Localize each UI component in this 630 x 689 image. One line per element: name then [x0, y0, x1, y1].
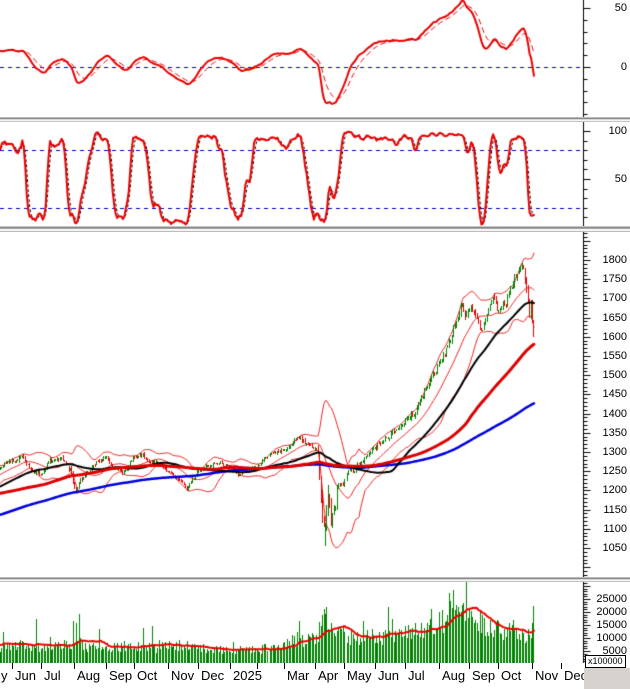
momentum-plot-canvas[interactable]: [0, 0, 630, 117]
x-axis-month-label: Dec: [564, 668, 588, 683]
price-y-tick-label: 1350: [602, 426, 627, 439]
price-y-tick-label: 1500: [602, 369, 627, 382]
momentum-y-tick-label: 50: [614, 2, 627, 14]
price-y-tick-label: 1050: [602, 542, 627, 554]
x-axis-month-label: y: [1, 668, 8, 683]
x-axis-month-label: 2025: [233, 668, 262, 683]
volume-y-tick-label: 25000: [596, 593, 627, 605]
stochastic-y-tick-label: 100: [608, 125, 627, 137]
x-axis-month-label: Jul: [44, 668, 61, 683]
x-axis-month-tick: [257, 663, 258, 669]
x-axis-month-label: Jul: [408, 668, 425, 683]
x-axis-month-tick: [469, 663, 470, 669]
price-y-tick-label: 1150: [603, 503, 627, 516]
x-axis-month-tick: [12, 663, 13, 669]
panel-splitter[interactable]: [0, 577, 630, 582]
x-axis-month-tick: [41, 663, 42, 669]
x-axis-month-tick: [198, 663, 199, 669]
x-axis-month-label: Sep: [109, 668, 133, 683]
x-axis-month-label: Aug: [77, 668, 101, 683]
x-axis-month-tick: [74, 663, 75, 669]
panel-splitter[interactable]: [0, 226, 630, 232]
x-axis-month-tick: [315, 663, 316, 669]
volume-y-tick-label: 20000: [596, 606, 627, 618]
x-axis-month-tick: [405, 663, 406, 669]
price-y-tick-label: 1750: [602, 273, 627, 286]
x-axis-month-tick: [561, 663, 562, 669]
x-axis-month-tick: [439, 663, 440, 669]
x-axis-month-tick: [498, 663, 499, 669]
volume-y-tick-label: 5000: [602, 645, 627, 657]
volume-y-tick-label: 10000: [596, 632, 627, 644]
price-y-tick-label: 1400: [602, 407, 627, 420]
price-y-tick-label: 1800: [602, 254, 627, 266]
price-y-tick-label: 1200: [602, 484, 627, 497]
x-axis-month-tick: [344, 663, 345, 669]
momentum-y-tick-label: 0: [620, 61, 627, 73]
price-plot-canvas[interactable]: [0, 232, 630, 577]
x-axis-month-label: Oct: [137, 668, 158, 683]
price-y-tick-label: 1450: [602, 388, 627, 401]
price-y-tick-label: 1300: [602, 446, 627, 458]
x-axis-month-tick: [532, 663, 533, 669]
volume-y-tick-label: 15000: [596, 619, 627, 631]
price-y-tick-label: 1250: [602, 465, 627, 478]
x-axis-month-label: Aug: [442, 668, 466, 683]
price-y-tick-label: 1100: [603, 522, 627, 535]
x-axis-bar: y Jun Jul Aug Sep Oct Nov Dec 2025 Mar Apr May Jun Ju…: [0, 663, 630, 689]
x-axis-month-tick: [134, 663, 135, 669]
x-axis-month-label: Dec: [201, 668, 225, 683]
stochastic-plot-canvas[interactable]: [0, 122, 630, 226]
x-axis-month-label: Mar: [287, 668, 310, 683]
price-y-tick-label: 1550: [602, 350, 627, 362]
x-axis-month-tick: [230, 663, 231, 669]
x-axis-month-tick: [375, 663, 376, 669]
x-axis-month-label: May: [347, 668, 372, 683]
volume-plot-canvas[interactable]: [0, 582, 630, 663]
panel-stochastic: 100 50: [0, 122, 630, 226]
panel-momentum: 50 0: [0, 0, 630, 117]
x-axis-month-tick: [168, 663, 169, 669]
x-axis-month-label: Jun: [15, 668, 36, 683]
panel-splitter[interactable]: [0, 117, 630, 122]
x-axis-month-tick: [106, 663, 107, 669]
price-y-tick-label: 1650: [602, 311, 627, 324]
price-y-tick-label: 1700: [602, 292, 627, 305]
stochastic-y-tick-label: 50: [614, 173, 627, 185]
x-axis-month-tick: [284, 663, 285, 669]
x-axis-month-label: Jun: [378, 668, 399, 683]
x-axis-month-label: Nov: [171, 668, 195, 683]
x-axis-month-label: Nov: [535, 668, 559, 683]
panel-price: 1800 1750 1700 1650 1600 1550 1500 1450 1400 1350…: [0, 232, 630, 577]
x-axis-month-label: Oct: [501, 668, 522, 683]
panel-volume: 25000 20000 15000 10000 5000: [0, 582, 630, 663]
x-axis-month-label: Sep: [472, 668, 496, 683]
corner-filler: [584, 668, 630, 689]
price-y-tick-label: 1600: [602, 330, 627, 343]
x-axis-month-label: Apr: [318, 668, 339, 683]
volume-unit-label: x100000: [585, 655, 626, 668]
